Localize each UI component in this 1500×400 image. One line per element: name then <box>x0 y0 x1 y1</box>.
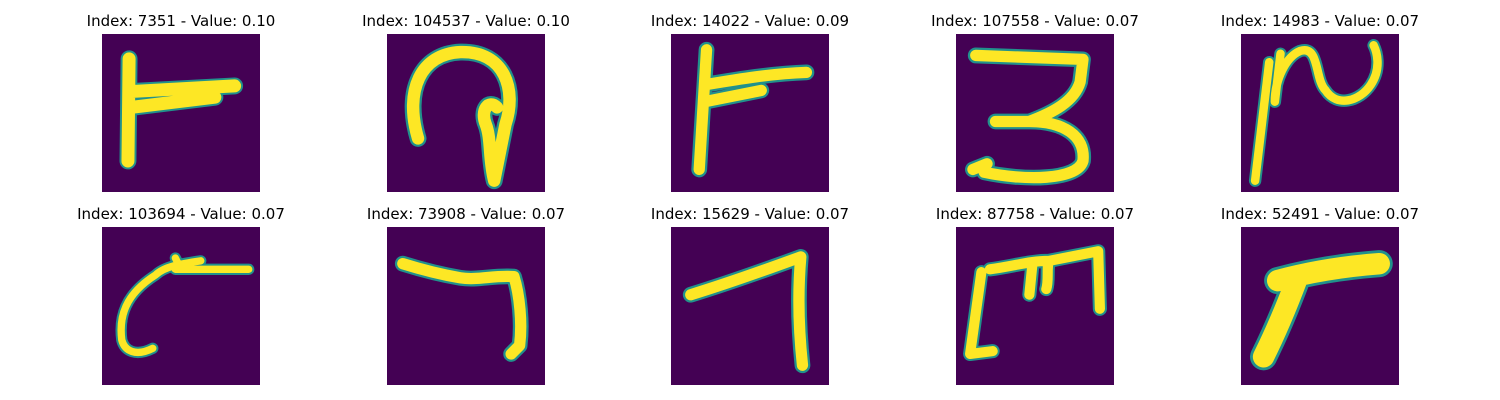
stroke-core <box>965 246 1105 360</box>
stroke-core <box>1252 252 1390 368</box>
panel-title: Index: 103694 - Value: 0.07 <box>77 205 285 223</box>
panel-title: Index: 73908 - Value: 0.07 <box>366 205 566 223</box>
digit-image <box>1241 34 1399 192</box>
stroke-core <box>406 45 516 187</box>
stroke-core <box>397 258 527 360</box>
digit-image <box>387 227 545 385</box>
stroke-core <box>117 254 253 357</box>
digit-image <box>1241 227 1399 385</box>
stroke-core <box>121 52 242 168</box>
panel-title: Index: 87758 - Value: 0.07 <box>935 205 1135 223</box>
digit-image <box>671 34 829 192</box>
digit-image <box>956 227 1114 385</box>
panel-title: Index: 104537 - Value: 0.10 <box>362 12 570 30</box>
panel-title: Index: 14983 - Value: 0.07 <box>1220 12 1420 30</box>
stroke-core <box>685 251 809 371</box>
panel-title: Index: 7351 - Value: 0.10 <box>86 12 276 30</box>
digit-image <box>102 34 260 192</box>
stroke-core <box>693 44 813 176</box>
digit-image <box>671 227 829 385</box>
stroke-core <box>1250 41 1382 185</box>
panel-title: Index: 52491 - Value: 0.07 <box>1220 205 1420 223</box>
digit-image <box>387 34 545 192</box>
digit-image <box>956 34 1114 192</box>
stroke-core <box>967 49 1089 184</box>
panel-title: Index: 14022 - Value: 0.09 <box>650 12 850 30</box>
panel-title: Index: 15629 - Value: 0.07 <box>650 205 850 223</box>
digit-image <box>102 227 260 385</box>
panel-title: Index: 107558 - Value: 0.07 <box>931 12 1139 30</box>
